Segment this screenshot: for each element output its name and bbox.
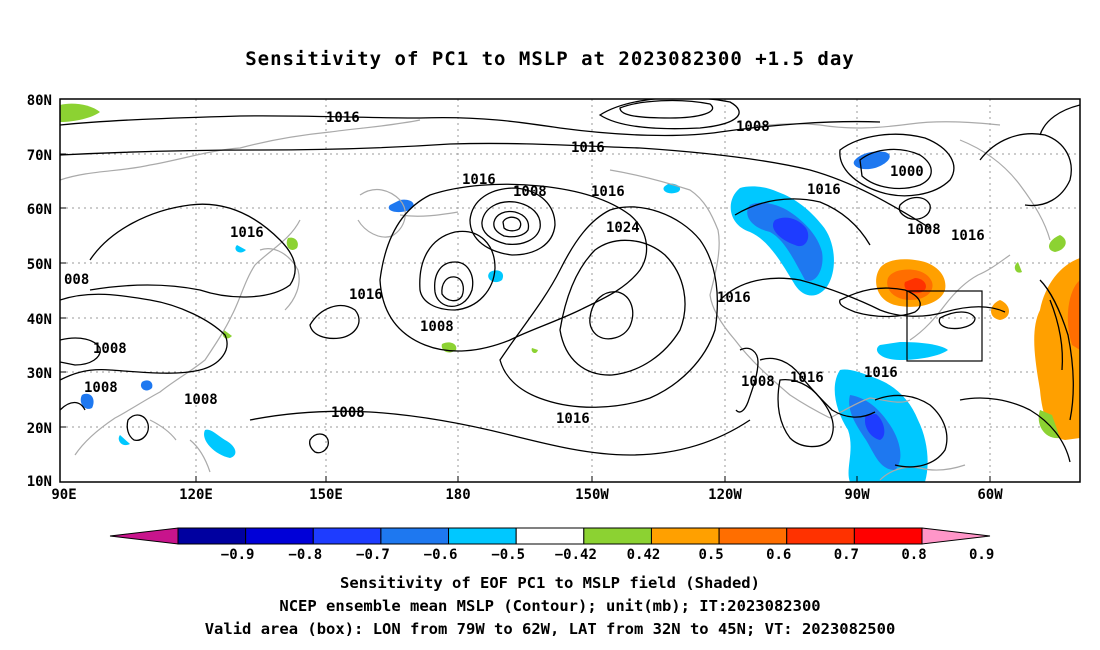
colorbar-box <box>380 527 450 545</box>
lon-label: 150E <box>309 487 343 503</box>
caption-line-3: Valid area (box): LON from 79W to 62W, L… <box>204 620 896 638</box>
negative-region-arctic <box>853 151 890 170</box>
colorbar-box <box>448 527 517 545</box>
colorbar-arrow-left <box>109 527 179 545</box>
mslp-contours <box>60 99 1080 468</box>
colorbar-label: −0.42 <box>555 547 597 563</box>
contour-label: 1024 <box>606 220 640 236</box>
colorbar-label: −0.6 <box>424 547 458 563</box>
lat-label: 50N <box>27 257 52 273</box>
colorbar-box <box>515 527 585 545</box>
colorbar: −0.9 −0.8 −0.7 −0.6 −0.5 −0.42 0.42 0.5 0.6 0.7 0.… <box>109 527 994 563</box>
lat-label: 70N <box>27 148 52 164</box>
colorbar-label: −0.9 <box>221 547 255 563</box>
lat-label: 20N <box>27 421 52 437</box>
lat-label: 80N <box>27 93 52 109</box>
chart-title: Sensitivity of PC1 to MSLP at 2023082300… <box>245 48 855 70</box>
colorbar-box <box>177 527 247 545</box>
contour-label: 1008 <box>84 380 118 396</box>
contour-label: 1016 <box>462 172 496 188</box>
lon-label: 120E <box>179 487 213 503</box>
contour-label: 1016 <box>864 365 898 381</box>
contour-labels: 1016 1016 1016 1008 1016 1024 1016 1008 … <box>64 110 985 427</box>
colorbar-arrow-right <box>921 527 991 545</box>
contour-label: 1008 <box>93 341 127 357</box>
colorbar-label: 0.6 <box>766 547 791 563</box>
lon-label: 180 <box>445 487 470 503</box>
colorbar-label: 0.9 <box>969 547 994 563</box>
lat-label: 40N <box>27 312 52 328</box>
contour-label: 1016 <box>571 140 605 156</box>
contour-label: 1016 <box>717 290 751 306</box>
lon-label: 120W <box>708 487 742 503</box>
contour-label: 1008 <box>741 374 775 390</box>
colorbar-label: 0.7 <box>834 547 859 563</box>
contour-label: 1016 <box>556 411 590 427</box>
colorbar-label: 0.42 <box>627 547 661 563</box>
colorbar-box <box>583 527 652 545</box>
coastlines <box>60 119 1051 481</box>
colorbar-box <box>245 527 314 545</box>
colorbar-box <box>312 527 382 545</box>
contour-label: 1016 <box>807 182 841 198</box>
contour-label: 1016 <box>349 287 383 303</box>
lat-label: 60N <box>27 202 52 218</box>
caption-line-2: NCEP ensemble mean MSLP (Contour); unit(… <box>279 597 821 615</box>
colorbar-box <box>650 527 720 545</box>
contour-label: 1016 <box>230 225 264 241</box>
contour-label: 1008 <box>184 392 218 408</box>
map-frame <box>59 98 1081 483</box>
latitude-labels: 80N 70N 60N 50N 40N 30N 20N 10N <box>27 93 52 490</box>
contour-label: 008 <box>64 272 89 288</box>
lon-label: 150W <box>575 487 609 503</box>
contour-label: 1008 <box>736 119 770 135</box>
contour-label: 1016 <box>326 110 360 126</box>
lat-label: 10N <box>27 474 52 490</box>
positive-region-atlantic <box>1034 258 1080 440</box>
colorbar-label: −0.5 <box>491 547 525 563</box>
contour-label: 1008 <box>907 222 941 238</box>
contour-label: 1008 <box>420 319 454 335</box>
contour-label: 1016 <box>951 228 985 244</box>
colorbar-label: −0.8 <box>288 547 322 563</box>
colorbar-label: 0.5 <box>698 547 723 563</box>
colorbar-label: 0.8 <box>901 547 926 563</box>
caption-line-1: Sensitivity of EOF PC1 to MSLP field (Sh… <box>340 574 760 592</box>
colorbar-box <box>718 527 788 545</box>
colorbar-label: −0.7 <box>356 547 390 563</box>
contour-label: 1016 <box>591 184 625 200</box>
lon-label: 60W <box>977 487 1003 503</box>
colorbar-box <box>786 527 855 545</box>
lon-label: 90E <box>51 487 76 503</box>
contour-label: 1008 <box>513 184 547 200</box>
contour-label: 1000 <box>890 164 924 180</box>
tick-marks <box>60 98 991 483</box>
valid-area-box <box>906 290 983 362</box>
lat-label: 30N <box>27 366 52 382</box>
colorbar-box <box>853 527 923 545</box>
longitude-labels: 90E 120E 150E 180 150W 120W 90W 60W <box>51 487 1003 503</box>
contour-label: 1008 <box>331 405 365 421</box>
sensitivity-map: 1016 1016 1016 1008 1016 1024 1016 1008 … <box>27 93 1081 563</box>
lon-label: 90W <box>844 487 870 503</box>
sensitivity-shading <box>60 103 1080 482</box>
contour-label: 1016 <box>790 370 824 386</box>
